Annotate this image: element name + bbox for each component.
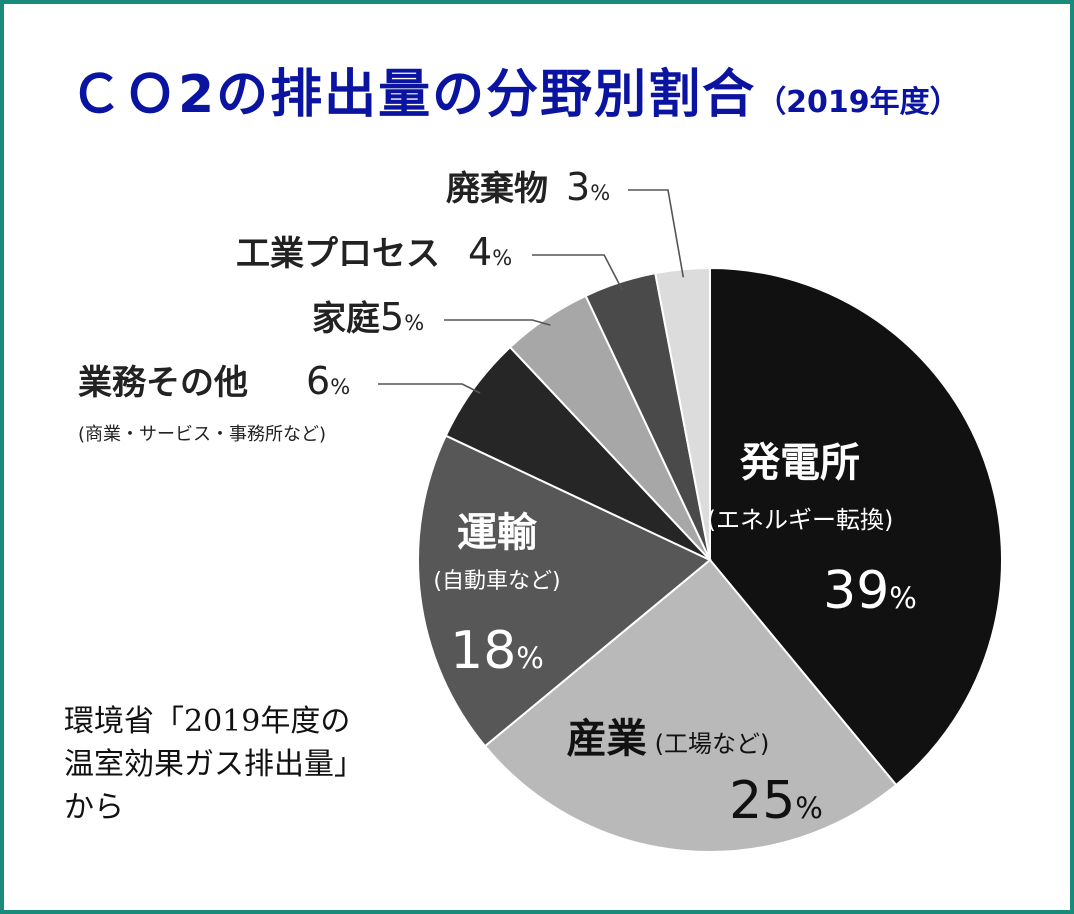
slice-value: 3% <box>566 165 610 209</box>
slice-label: 運輸 <box>457 510 538 556</box>
slice-labels: 発電所 (エネルギー転換) 39% 産業 (工場など) 25% 運輸 (自動車など) 18% 業務… <box>78 165 917 831</box>
title-text: ＣＯ2の排出量の分野別割合 <box>70 65 757 125</box>
slice-sublabel: (エネルギー転換) <box>707 506 894 534</box>
slice-label: 廃棄物 <box>446 169 548 209</box>
slice-label: 業務その他 <box>78 363 248 403</box>
pie-slice <box>709 266 1003 787</box>
slice-label: 家庭 <box>312 299 380 339</box>
pie-slice <box>483 558 898 853</box>
slice-label: 工業プロセス <box>236 234 440 274</box>
leader-line <box>532 254 623 291</box>
slice-value: 39% <box>823 561 917 621</box>
slice-value: 4% <box>468 230 512 274</box>
source-note: 環境省「2019年度の 温室効果ガス排出量」 から <box>64 704 364 825</box>
slice-sublabel: (商業・サービス・事務所など) <box>78 424 326 445</box>
chart-subtitle: （2019年度） <box>756 85 960 120</box>
leader-line <box>378 383 481 394</box>
chart-title: ＣＯ2の排出量の分野別割合（2019年度） <box>70 52 960 127</box>
slice-label: 発電所 <box>740 440 860 486</box>
slice-sublabel: (自動車など) <box>433 569 560 594</box>
leader-lines <box>378 189 685 394</box>
leader-line <box>628 189 685 278</box>
pie-slices <box>417 266 1003 853</box>
slice-label: 産業 (工場など) <box>567 716 770 762</box>
slice-value: 25% <box>729 771 823 831</box>
slice-value: 5% <box>380 295 424 339</box>
pie-slice <box>417 434 712 748</box>
slice-value: 6% <box>306 359 350 403</box>
slice-value: 18% <box>450 621 544 681</box>
leader-line <box>444 319 551 326</box>
